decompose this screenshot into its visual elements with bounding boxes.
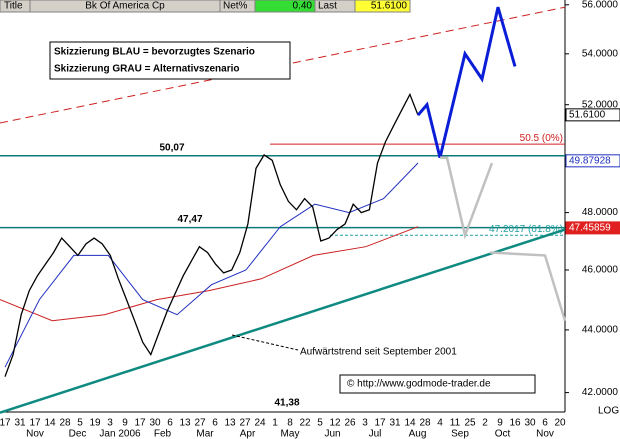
legend-line: Skizzierung GRAU = Alternativszenario xyxy=(54,64,240,75)
x-day-label: 28 xyxy=(419,418,431,429)
trend-note: Aufwärtstrend seit September 2001 xyxy=(300,347,457,358)
y-tick-label: 52.0000 xyxy=(582,99,619,110)
legend-box: Skizzierung BLAU = bevorzugtes Szenario … xyxy=(49,41,291,80)
x-day-label: 6 xyxy=(542,418,548,429)
x-day-label: 1 xyxy=(272,418,278,429)
x-day-label: 26 xyxy=(344,418,356,429)
fib-label: 50.5 (0%) xyxy=(520,133,563,144)
x-day-label: 25 xyxy=(464,418,476,429)
price-line xyxy=(4,92,419,377)
price-marker-label: 49.87928 xyxy=(569,155,611,166)
x-day-label: 20 xyxy=(554,418,566,429)
price-marker xyxy=(565,221,620,235)
x-day-label: 30 xyxy=(524,418,536,429)
fib-label: 47.2017 (61.8%) xyxy=(489,224,563,235)
legend-frame xyxy=(49,41,291,80)
x-month-label: Apr xyxy=(240,429,256,439)
x-day-label: 13 xyxy=(179,418,191,429)
level-label: 47,47 xyxy=(177,214,202,225)
legend-line: Skizzierung BLAU = bevorzugtes Szenario xyxy=(54,47,255,58)
x-day-label: 16 xyxy=(509,418,521,429)
overlay: 51.6100 49.87928 47.45859 xyxy=(565,108,620,235)
x-month-label: Jan 2006 xyxy=(99,429,141,439)
header-cell xyxy=(354,0,411,13)
x-day-label: 30 xyxy=(149,418,161,429)
x-day-label: 9 xyxy=(497,418,503,429)
header-last-label: Last xyxy=(318,1,337,12)
x-day-label: 27 xyxy=(194,418,206,429)
price-marker xyxy=(565,108,620,122)
x-month-label: Sep xyxy=(451,429,469,439)
forecast-line xyxy=(489,251,567,322)
x-day-label: 5 xyxy=(317,418,323,429)
x-month-label: Feb xyxy=(154,429,172,439)
level-label: 50,07 xyxy=(159,142,184,153)
x-day-label: 17 xyxy=(134,418,146,429)
x-day-label: 11 xyxy=(450,418,461,429)
axis-scale-label: LOG xyxy=(598,406,619,417)
credit-frame xyxy=(339,374,536,394)
x-month-label: Mar xyxy=(196,429,214,439)
x-day-label: 19 xyxy=(89,418,101,429)
x-day-label: 31 xyxy=(14,418,26,429)
header: Title Bk Of America Cp Net% 0.40 Last 51… xyxy=(0,0,411,13)
x-day-label: 13 xyxy=(224,418,236,429)
x-day-label: 28 xyxy=(59,418,71,429)
price-marker-label: 51.6100 xyxy=(569,109,606,120)
x-day-label: 6 xyxy=(167,418,173,429)
y-tick-label: 56.0000 xyxy=(582,0,619,10)
x-day-label: 3 xyxy=(107,418,113,429)
price-marker-label: 47.45859 xyxy=(569,223,611,234)
header-net-label: Net% xyxy=(223,1,248,12)
x-month-label: Jul xyxy=(369,429,382,439)
y-tick-label: 42.0000 xyxy=(582,387,619,398)
credit: © http://www.godmode-trader.de xyxy=(347,379,491,390)
x-month-label: Oct xyxy=(495,429,511,439)
x-month-label: Jun xyxy=(324,429,340,439)
x-day-label: 27 xyxy=(239,418,251,429)
x-day-label: 5 xyxy=(77,418,83,429)
header-title-label: Title xyxy=(4,1,23,12)
x-day-label: 6 xyxy=(212,418,218,429)
x-day-label: 2 xyxy=(482,418,488,429)
y-tick-label: 44.0000 xyxy=(582,325,619,336)
x-day-label: 4 xyxy=(437,418,443,429)
y-tick-label: 48.0000 xyxy=(582,207,619,218)
x-month-label: Nov xyxy=(26,429,44,439)
x-month-label: Nov xyxy=(536,429,554,439)
price-marker xyxy=(565,154,620,168)
header-symbol: Bk Of America Cp xyxy=(85,1,165,12)
x-day-label: 14 xyxy=(404,418,416,429)
x-day-label: 8 xyxy=(287,418,293,429)
header-last: 51.6100 xyxy=(371,1,408,12)
x-day-label: 17 xyxy=(374,418,386,429)
x-day-label: 17 xyxy=(29,418,41,429)
annotation-leader xyxy=(231,334,299,351)
x-month-label: May xyxy=(281,429,300,439)
forecast-line xyxy=(416,6,517,158)
x-day-label: 17 xyxy=(0,418,11,429)
y-tick-label: 46.0000 xyxy=(582,265,619,276)
x-day-label: 9 xyxy=(122,418,128,429)
x-day-label: 14 xyxy=(44,418,56,429)
forecast-line xyxy=(440,156,494,240)
y-tick-label: 54.0000 xyxy=(582,48,619,59)
x-day-label: 12 xyxy=(329,418,341,429)
moving-average xyxy=(0,226,419,322)
x-month-label: Aug xyxy=(409,429,427,439)
x-month-label: Dec xyxy=(69,429,87,439)
x-day-label: 3 xyxy=(362,418,368,429)
x-day-label: 22 xyxy=(299,418,311,429)
header-net: 0.40 xyxy=(293,1,313,12)
x-day-label: 24 xyxy=(254,418,266,429)
x-day-label: 31 xyxy=(389,418,401,429)
trendline-label: 41,38 xyxy=(274,398,299,409)
trendline xyxy=(0,228,566,414)
